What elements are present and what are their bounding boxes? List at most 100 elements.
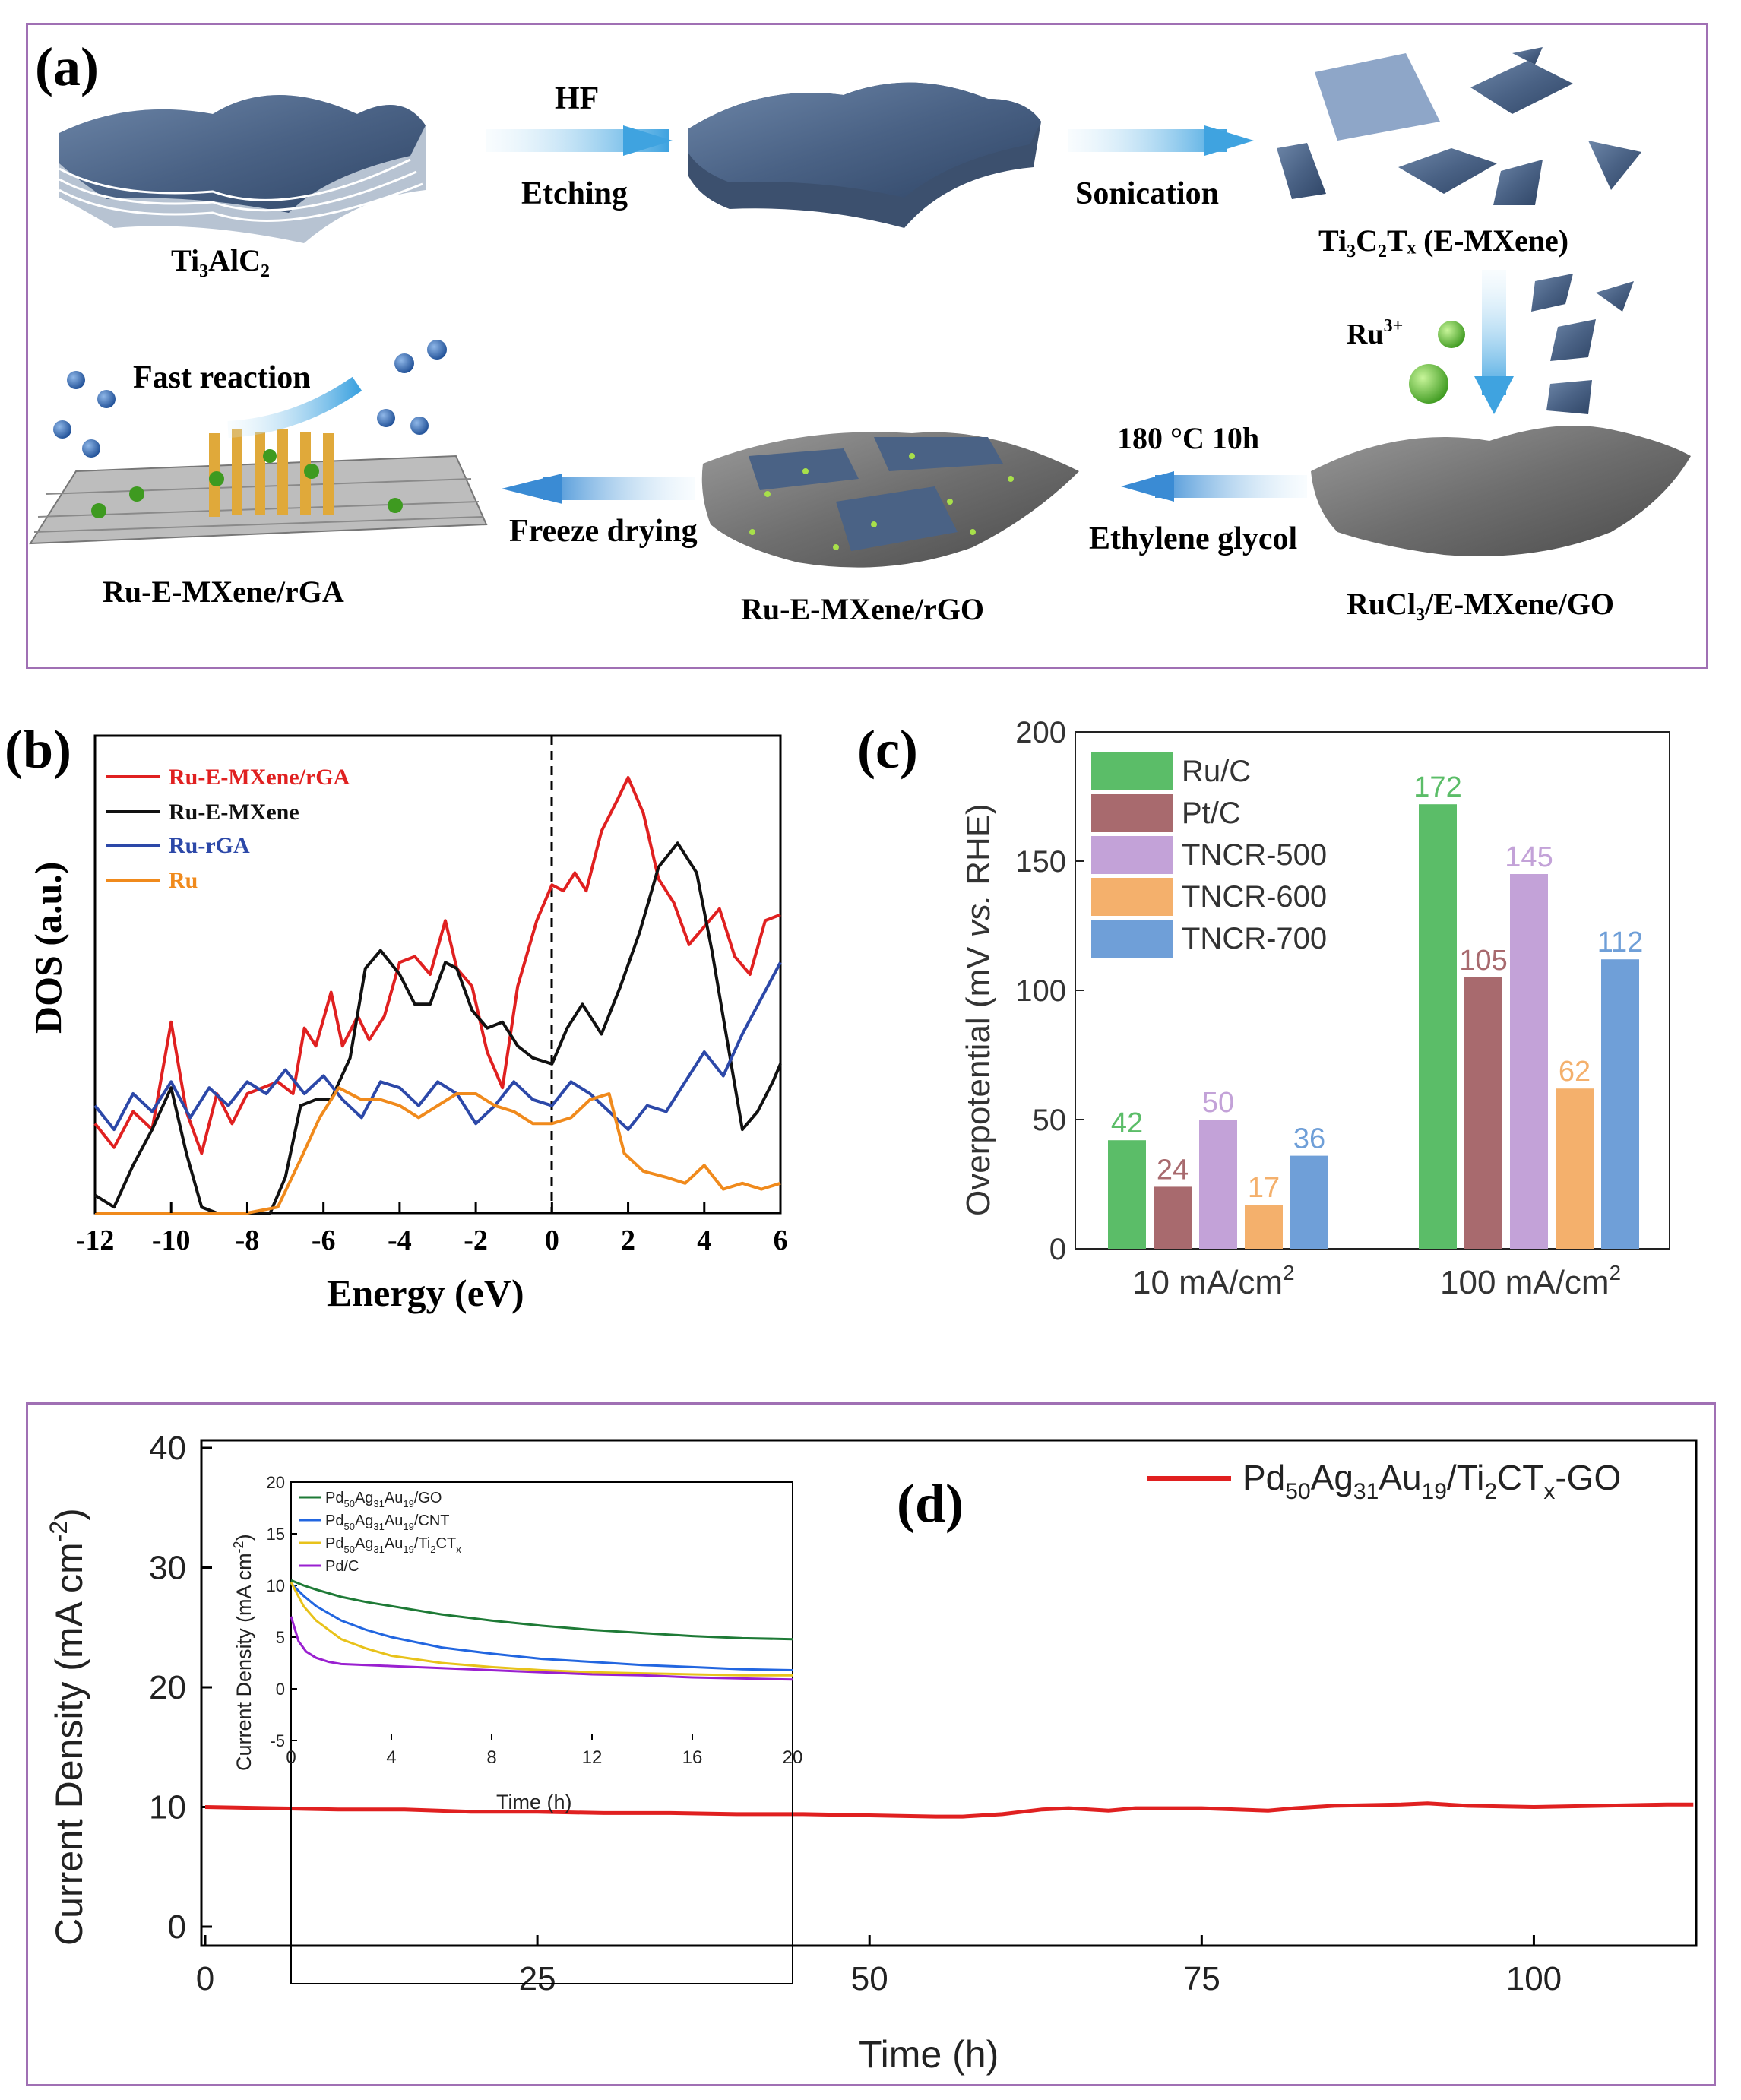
series-line-ru-e-mxene [93,841,782,1215]
y-tick-label: 150 [1015,845,1066,879]
bar-value-label: 172 [1413,771,1461,803]
panel-c-category-100: 100 mA/cm2 [1440,1261,1621,1301]
legend-swatch-tncr-500 [1091,836,1173,874]
x-tick-label: 25 [519,1960,556,1997]
fast-reaction-label: Fast reaction [133,360,311,395]
x-tick-label: -2 [464,1224,488,1256]
bar-ru-c-100 [1419,804,1457,1249]
e-mxene-flakes-illustration [1277,47,1641,414]
x-tick-label: -8 [236,1224,260,1256]
y-tick-label: 30 [149,1550,186,1587]
series-line-ru-e-mxene-rga [93,776,781,1155]
etched-mxene-illustration [688,82,1041,229]
hydrothermal-arrow [1121,471,1307,502]
sonication-label: Sonication [1075,176,1219,211]
inset-ylabel: Current Density (mA cm-2) [231,1534,255,1771]
x-tick-label: 75 [1183,1960,1220,1997]
y-tick-label: 20 [149,1669,186,1706]
inset-x-tick-label: 4 [386,1747,396,1768]
legend-ru-e-mxene: Ru-E-MXene [169,800,299,825]
ru-rga-lattice-illustration [29,340,488,545]
legend-label-ru-c: Ru/C [1182,755,1251,788]
etching-label: Etching [521,176,628,211]
panel-d-frame [26,1402,1716,2086]
ru-ion-ball-1 [1438,321,1465,348]
panel-b-legend: Ru-E-MXene/rGA Ru-E-MXene Ru-rGA Ru [106,765,350,893]
y-tick-label: 50 [1033,1104,1067,1137]
panel-a-frame [26,23,1708,669]
panel-d-xlabel: Time (h) [859,2033,999,2076]
inset-x-tick-label: 12 [582,1747,603,1768]
ru-rgo-sheet-illustration [701,432,1079,568]
ti3alc2-stack-illustration [59,95,426,243]
sonication-arrow [1068,125,1254,156]
legend-label-tncr-600: TNCR-600 [1182,880,1327,914]
legend-ru: Ru [169,868,198,893]
e-mxene-label: Ti₃C₂Tₓ (E-MXene) [1318,223,1568,258]
bar-value-label: 36 [1293,1123,1325,1155]
bar-value-label: 145 [1505,841,1553,873]
inset-y-tick-label: 20 [267,1473,285,1492]
ethylene-glycol-label: Ethylene glycol [1089,521,1297,556]
panel-c: (c) 42 172 24 105 50 145 17 62 36 112 0 50 100 150 20… [857,716,1670,1301]
bar-tncr-500-10 [1199,1120,1237,1249]
series-line-ru-rga [93,961,782,1132]
y-tick-label: 10 [149,1789,186,1826]
ru-ion-ball-2 [1409,364,1448,404]
bar-value-label: 42 [1111,1107,1143,1139]
panel-d-legend: Pd50Ag31Au19/Ti2CTx-GO [1147,1458,1621,1504]
etching-arrow [486,125,673,156]
ru-rgo-label: Ru-E-MXene/rGO [741,592,984,626]
x-tick-label: 0 [545,1224,559,1256]
panel-a: (a) Ti₃AlC₂ HF Etching Sonication [29,36,1691,626]
bar-tncr-700-10 [1290,1155,1328,1249]
panel-b-axes [93,734,782,1215]
inset-series-line-pd-c [290,1616,793,1681]
inset-x-tick-label: 16 [682,1747,703,1768]
ru-ion-label: Ru3+ [1347,316,1403,350]
y-tick-label: 100 [1015,974,1066,1008]
legend-ru-rga: Ru-rGA [169,833,250,858]
legend-swatch-tncr-600 [1091,878,1173,916]
legend-swatch-tncr-700 [1091,920,1173,958]
y-tick-label: 0 [168,1908,186,1946]
panel-b-ylabel: DOS (a.u.) [27,862,69,1034]
bar-tncr-700-100 [1601,959,1639,1249]
inset-y-tick-label: 5 [276,1628,285,1647]
inset-legend-label: Pd50Ag31Au19/GO [325,1490,442,1509]
bar-tncr-600-10 [1245,1205,1283,1249]
bar-value-label: 50 [1202,1087,1234,1119]
x-tick-label: 2 [621,1224,635,1256]
panel-c-label: (c) [857,719,918,780]
panel-c-ylabel: Overpotential (mV vs. RHE) [960,803,997,1216]
panel-d-label: (d) [897,1473,964,1534]
inset-legend-label: Pd50Ag31Au19/CNT [325,1512,449,1532]
inset-y-tick-label: 15 [267,1525,285,1544]
bar-value-label: 62 [1559,1056,1591,1088]
x-tick-label: 100 [1506,1960,1562,1997]
inset-series-line-pd50ag31au19-cnt [290,1582,793,1671]
x-tick-label: 50 [851,1960,888,1997]
panel-b-xlabel: Energy (eV) [327,1272,524,1314]
bar-tncr-500-100 [1510,874,1548,1249]
x-tick-label: 4 [697,1224,711,1256]
y-tick-label: 0 [1049,1233,1066,1266]
inset-x-tick-label: 8 [486,1747,496,1768]
x-tick-label: -4 [388,1224,412,1256]
x-tick-label: 6 [774,1224,788,1256]
hf-label: HF [555,81,599,116]
panel-c-category-10: 10 mA/cm2 [1132,1261,1295,1301]
panel-b-label: (b) [5,719,71,780]
inset-xlabel: Time (h) [496,1791,572,1813]
bar-value-label: 24 [1157,1154,1189,1186]
bar-pt-c-10 [1154,1186,1192,1249]
inset-series-line-pd50ag31au19-ti2ctx [290,1582,793,1677]
panel-b: (b) -12 -10 -8 -6 -4 -2 0 2 4 6 Energy (eV) DOS (… [5,719,788,1314]
legend-label-tncr-500: TNCR-500 [1182,838,1327,872]
y-tick-label: 40 [149,1430,186,1467]
bar-tncr-600-100 [1556,1088,1594,1249]
ti3alc2-label: Ti₃AlC₂ [171,243,270,277]
